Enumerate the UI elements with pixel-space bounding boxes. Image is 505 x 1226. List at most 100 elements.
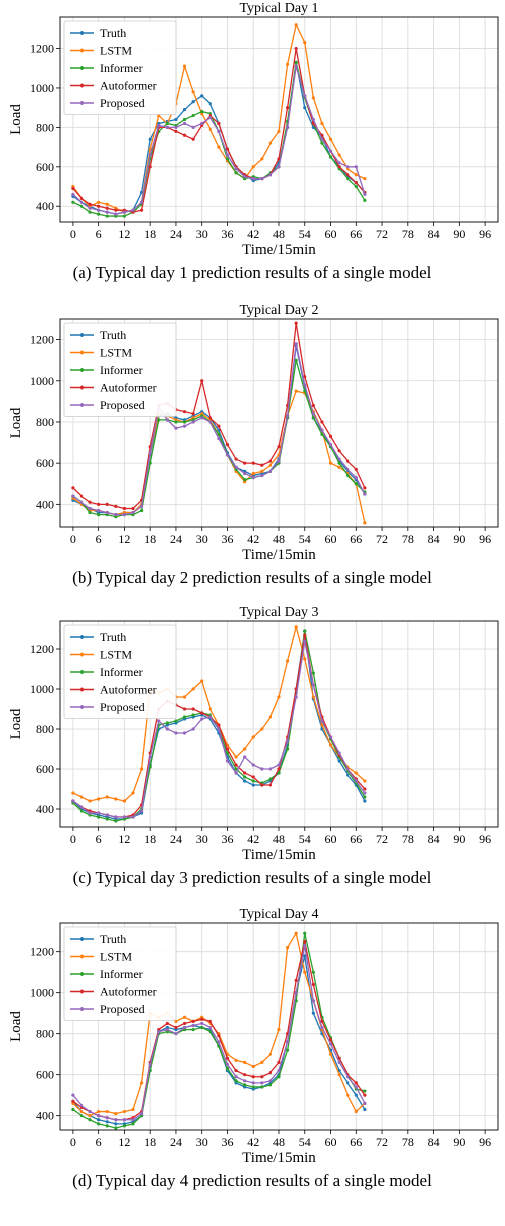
data-point [294,931,298,935]
series-informer [71,931,367,1130]
data-point [251,1064,255,1069]
x-axis-label: Time/15min [242,1150,316,1166]
data-point [277,1027,281,1032]
data-point [182,117,187,122]
data-point [165,1027,169,1032]
data-point [208,707,212,711]
data-point [114,513,118,517]
data-point [122,210,127,214]
data-point [277,695,281,699]
data-point [251,1085,255,1089]
legend: Truth LSTM Informer Autoformer Proposed [63,20,177,115]
data-point [328,1042,333,1046]
x-tick-label: 48 [273,532,285,546]
data-point [148,1062,152,1067]
legend-marker [80,937,84,941]
data-point [251,1081,255,1085]
data-point [208,1019,212,1023]
data-point [165,721,169,725]
data-point [174,129,178,133]
y-tick-label: 800 [36,1027,54,1041]
data-point [148,147,152,151]
x-tick-label: 42 [247,532,259,546]
data-point [234,465,238,469]
legend: Truth LSTM Informer Autoformer Proposed [63,322,177,417]
data-point [225,157,230,161]
x-tick-label: 48 [273,832,285,846]
x-tick-label: 30 [196,1135,208,1149]
x-tick-label: 12 [118,227,130,241]
data-point [337,465,341,469]
data-point [285,1040,290,1044]
data-point [303,939,307,944]
data-point [234,1068,238,1073]
data-point [97,508,101,513]
y-tick-label: 800 [36,120,54,134]
data-point [217,436,221,441]
data-point [182,715,187,719]
data-point [311,96,315,100]
x-tick-label: 42 [247,227,259,241]
data-point [225,153,230,157]
x-tick-label: 60 [325,532,337,546]
data-point [303,954,307,958]
data-point [303,375,307,379]
data-point [105,510,109,515]
data-point [105,210,109,214]
data-point [346,177,350,181]
data-point [277,1068,281,1073]
data-point [311,695,315,699]
legend-label: Informer [100,61,143,75]
legend-marker [80,954,84,959]
data-point [191,113,195,118]
data-point [234,457,238,461]
y-axis-label: Load [8,1011,24,1042]
data-point [354,173,358,177]
series-proposed [71,64,367,216]
data-point [157,418,161,422]
data-point [225,751,230,755]
data-point [200,711,204,715]
data-point [363,1093,367,1097]
data-point [114,1126,118,1130]
data-point [114,1118,118,1122]
data-point [346,459,350,463]
data-point [71,486,75,490]
x-tick-label: 84 [428,227,440,241]
data-point [182,64,187,68]
data-point [217,1034,221,1038]
data-point [260,1081,264,1085]
data-point [320,1019,324,1023]
data-point [260,469,264,473]
data-point [139,767,144,771]
data-point [311,982,315,987]
x-tick-label: 0 [70,832,76,846]
data-point [311,999,315,1003]
data-point [363,779,367,783]
data-point [114,1122,118,1126]
data-point [328,743,333,747]
data-point [311,970,315,974]
data-point [268,715,273,719]
x-tick-label: 84 [428,832,440,846]
data-point [285,659,290,663]
data-point [105,214,109,218]
data-point [79,805,84,809]
legend-label: Autoformer [100,985,157,999]
data-point [268,459,273,463]
data-point [354,1109,358,1114]
y-tick-label: 600 [36,762,54,776]
data-point [243,1073,247,1077]
data-point [268,783,273,787]
data-point [251,763,255,767]
legend-box [63,322,177,417]
data-point [363,521,367,525]
series-proposed [71,639,367,819]
data-point [268,777,273,781]
data-point [243,1083,247,1087]
data-point [243,1079,247,1083]
data-point [131,1107,135,1112]
data-point [114,212,118,216]
data-point [260,463,264,467]
data-point [285,106,290,110]
